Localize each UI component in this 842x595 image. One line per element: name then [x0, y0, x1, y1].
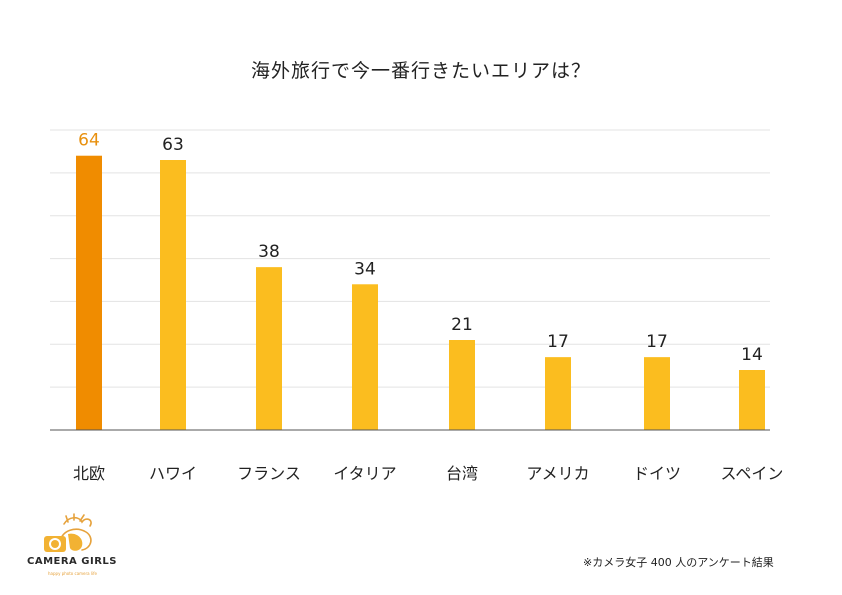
category-label: イタリア: [333, 464, 396, 483]
bars: [76, 155, 765, 430]
value-label: 21: [451, 315, 473, 335]
category-label: 北欧: [73, 464, 105, 483]
category-label: スペイン: [721, 464, 784, 483]
value-label: 17: [646, 332, 668, 352]
value-label: 38: [258, 242, 280, 262]
logo-text: CAMERA GIRLS: [27, 556, 117, 567]
category-label: ハワイ: [149, 464, 197, 483]
category-label: フランス: [237, 464, 301, 483]
bar: [160, 160, 186, 430]
category-label: ドイツ: [633, 464, 681, 483]
bar: [545, 357, 571, 430]
bar: [644, 357, 670, 430]
bar: [256, 267, 282, 430]
value-label: 17: [547, 332, 569, 352]
value-label: 14: [741, 345, 763, 365]
bar: [449, 340, 475, 430]
category-labels: 北欧 ハワイ フランス イタリア 台湾 アメリカ ドイツ スペイン: [73, 464, 783, 483]
category-label: アメリカ: [526, 464, 589, 483]
category-label: 台湾: [446, 464, 478, 483]
bar: [739, 370, 765, 430]
value-label: 34: [354, 259, 376, 279]
value-label: 63: [162, 135, 184, 155]
bar: [352, 284, 378, 430]
chart-title: 海外旅行で今一番行きたいエリアは？: [250, 60, 591, 82]
value-labels: 64 63 38 34 21 17 17 14: [78, 131, 763, 365]
camera-girls-logo-icon: [44, 513, 92, 552]
logo-subtext: happy photo camera life: [48, 571, 97, 576]
value-label: 64: [78, 131, 100, 151]
footnote: ※カメラ女子 400 人のアンケート結果: [583, 556, 774, 569]
bar: [76, 155, 102, 430]
